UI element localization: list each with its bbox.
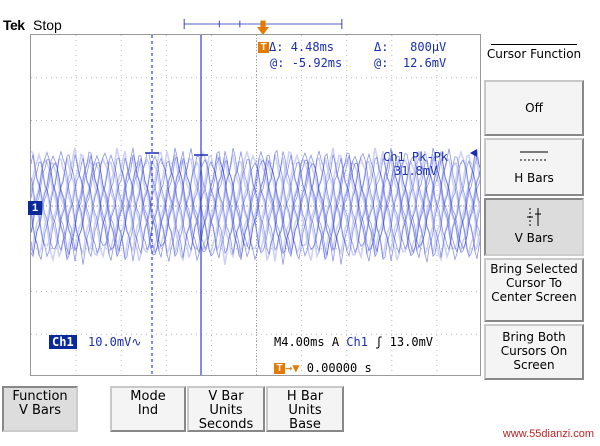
side-btn-v-bars-label: V Bars [514,231,554,245]
trigger-arrow-icon: →▼ [285,361,300,375]
side-btn-bring-both[interactable]: Bring Both Cursors On Screen [484,324,584,380]
trigger-position-value: 0.00000 s [306,361,372,375]
cursor-delta-time: T Δ: 4.48ms [258,40,334,54]
cursor-at-time: @: -5.92ms [270,56,342,70]
status-bar: Tek Stop [0,0,480,38]
waveform-trace [31,157,480,255]
waveform-trace [31,147,480,265]
ch1-badge[interactable]: Ch1 [49,335,77,349]
cursor-at-voltage: @: 12.6mV [374,56,446,70]
trigger-slope-icon: ʃ [375,335,383,349]
bottom-btn-function-l2: V Bars [18,403,62,418]
at-symbol: @: [270,56,285,70]
delta-v-symbol: Δ: [374,40,389,54]
bottom-btn-vbar-l3: Seconds [198,417,254,432]
trigger-position-icon [257,27,269,35]
bottom-btn-mode-l1: Mode [130,389,166,404]
side-menu-title-text: Cursor Function [486,47,582,61]
waveform-trace [31,156,480,255]
bottom-btn-vbar-l1: V Bar [208,389,244,404]
bottom-btn-hbar-l2: Units [288,403,322,418]
bottom-btn-mode[interactable]: Mode Ind [110,386,186,432]
h-bars-icon [520,151,548,161]
v-bars-icon [527,208,541,226]
brand-logo: Tek [3,17,25,33]
trigger-position-readout: T →▼ 0.00000 s [274,361,372,375]
side-btn-bring-selected[interactable]: Bring Selected Cursor To Center Screen [484,258,584,322]
bottom-btn-function[interactable]: Function V Bars [2,386,78,432]
waveform-trace [31,154,480,258]
trigger-t-icon: T [258,42,269,53]
acquisition-status: Stop [33,17,62,33]
bottom-btn-hbar-l3: Base [289,417,321,432]
record-length-indicator [183,18,343,30]
ch1-ground-marker[interactable]: 1 [28,201,42,215]
bottom-btn-vbar-l2: Units [209,403,243,418]
bottom-btn-hbar-units[interactable]: H Bar Units Base [266,386,344,432]
bottom-btn-vbar-units[interactable]: V Bar Units Seconds [187,386,265,432]
bottom-btn-function-l1: Function [12,389,68,404]
measurement-value: 31.8mV [394,164,438,178]
measurement-arrow-icon [470,149,477,157]
delta-v-value: 800µV [410,40,447,54]
waveform-trace [31,154,480,259]
at-v-value: 12.6mV [402,56,447,70]
waveform-trace [31,147,480,265]
side-btn-h-bars-label: H Bars [514,171,554,185]
bottom-btn-mode-l2: Ind [137,403,159,418]
timebase-mode: A [331,335,340,349]
trigger-source: Ch1 [346,335,368,349]
measurement-label: Ch1 Pk-Pk [383,150,449,164]
side-btn-bring-both-label: Bring Both Cursors On Screen [500,330,568,372]
side-btn-h-bars[interactable]: H Bars [484,138,584,196]
coupling-icon: ∿ [131,335,142,349]
ch1-scale: 10.0mV∿ [88,335,141,349]
waveform-trace [31,157,480,255]
delta-t-value: 4.48ms [290,40,335,54]
side-btn-bring-selected-label: Bring Selected Cursor To Center Screen [490,262,578,304]
waveform-trace [31,147,480,265]
cursor-delta-voltage: Δ: 800µV [374,40,446,54]
graticule-svg [31,35,480,375]
timebase-value: M4.00ms [274,335,325,349]
at-t-value: -5.92ms [291,56,343,70]
side-btn-v-bars[interactable]: V Bars [484,198,584,256]
waveform-trace [31,151,480,262]
side-btn-off-label: Off [525,101,543,115]
at-v-symbol: @: [374,56,389,70]
trigger-t-icon-2: T [274,363,285,374]
side-menu-title: Cursor Function [484,40,584,78]
timebase-readout: M4.00ms A Ch1 ʃ 13.0mV [274,335,433,349]
side-btn-off[interactable]: Off [484,80,584,136]
waveform-graticule [30,34,481,376]
waveform-trace [31,151,480,262]
ch1-scale-value: 10.0mV [88,335,132,349]
delta-symbol: Δ: [269,40,284,54]
bottom-btn-hbar-l1: H Bar [286,389,324,404]
trigger-level: 13.0mV [389,335,434,349]
watermark-url: www.55dianzi.com [502,428,594,440]
side-menu: Cursor Function Off H Bars V Bars Bring … [484,40,598,380]
waveform-trace [31,150,480,262]
